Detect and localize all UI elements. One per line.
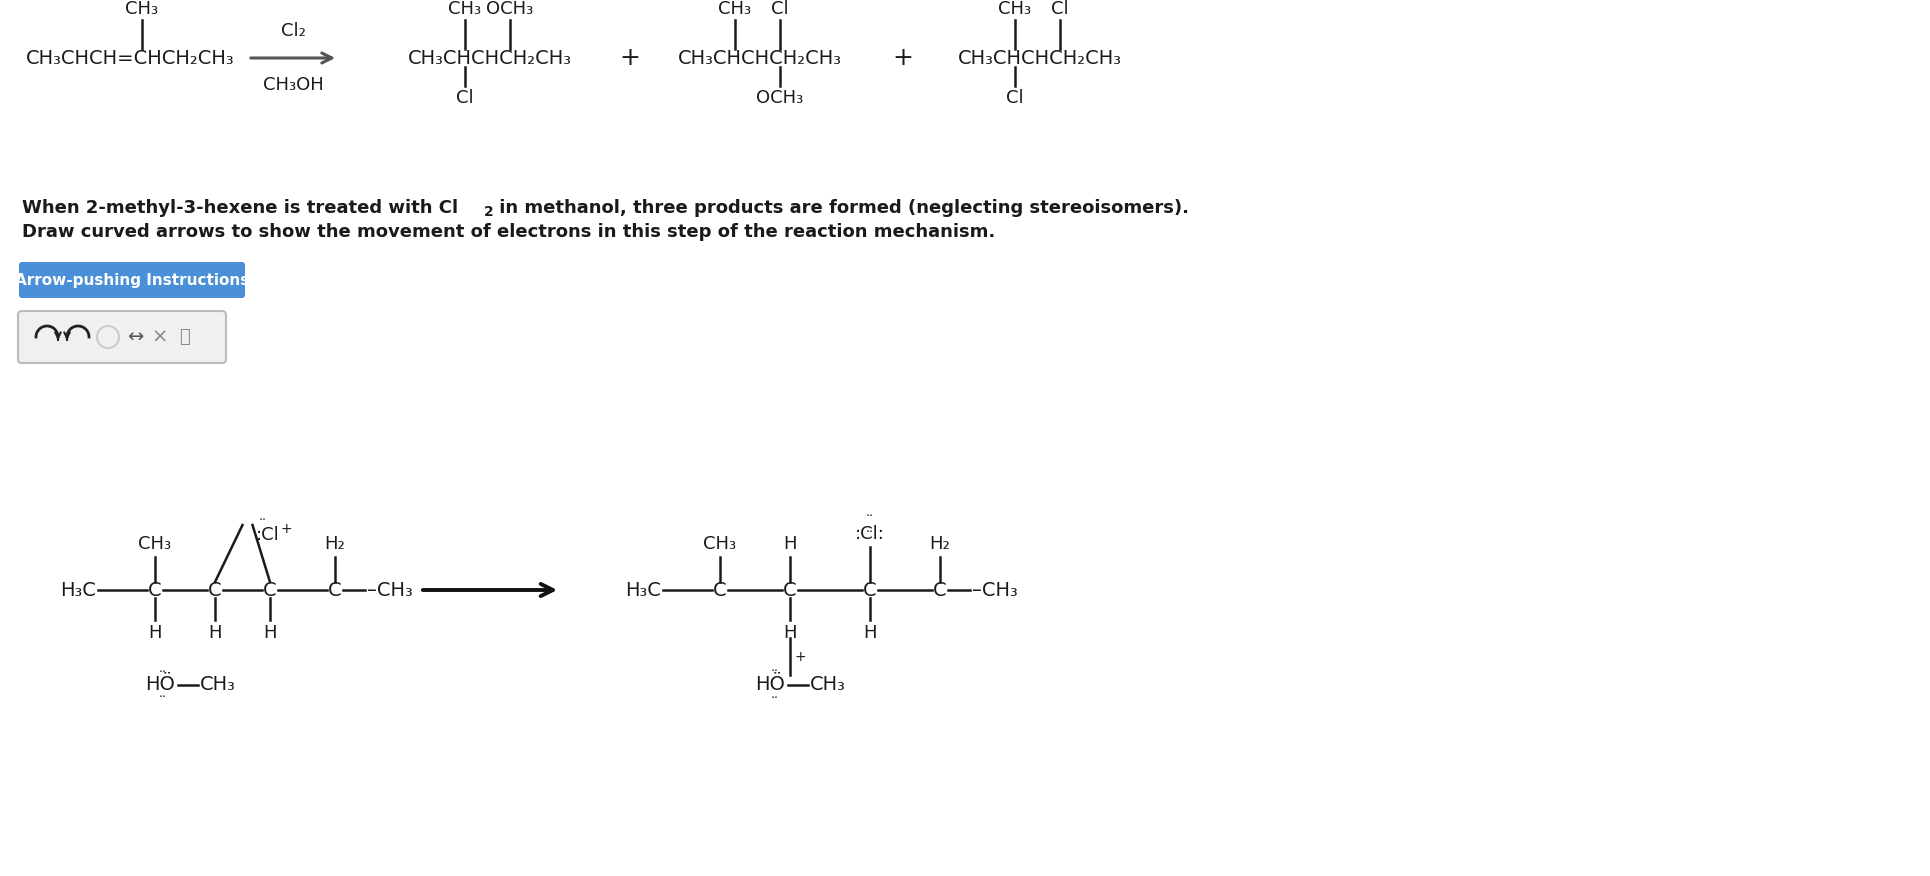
Text: HÖ: HÖ [145,675,176,695]
Text: CH₃: CH₃ [201,675,235,695]
Text: C: C [149,581,162,599]
Text: H₂: H₂ [930,535,950,553]
Text: ⋅⋅: ⋅⋅ [158,666,168,679]
Text: H: H [149,624,162,642]
Text: C: C [328,581,342,599]
Text: When 2-methyl-3-hexene is treated with Cl: When 2-methyl-3-hexene is treated with C… [21,199,457,217]
Text: CH₃CHCHCH₂CH₃: CH₃CHCHCH₂CH₃ [407,48,571,67]
Text: in methanol, three products are formed (neglecting stereoisomers).: in methanol, three products are formed (… [492,199,1189,217]
Text: OCH₃: OCH₃ [757,89,803,107]
Text: Cl: Cl [1006,89,1023,107]
Text: CH₃OH: CH₃OH [262,76,324,94]
Text: CH₃: CH₃ [125,0,158,18]
Text: –CH₃: –CH₃ [973,581,1017,599]
Text: C: C [934,581,948,599]
Text: ⋅⋅: ⋅⋅ [259,514,266,527]
FancyBboxPatch shape [17,311,226,363]
Text: +: + [795,650,807,664]
Text: ⎕: ⎕ [179,328,191,346]
Text: +: + [892,46,913,70]
Text: +: + [280,522,291,536]
Text: ⋅⋅: ⋅⋅ [867,510,874,523]
Text: ↔: ↔ [127,328,143,347]
Text: C: C [863,581,876,599]
Text: ×: × [152,328,168,347]
Text: HÖ: HÖ [755,675,786,695]
Text: Cl: Cl [772,0,789,18]
Text: H: H [262,624,276,642]
Text: C: C [208,581,222,599]
Text: Cl: Cl [455,89,473,107]
Text: ⋅⋅: ⋅⋅ [770,665,780,678]
Text: CH₃CHCHCH₂CH₃: CH₃CHCHCH₂CH₃ [677,48,841,67]
Text: CH₃CHCHCH₂CH₃: CH₃CHCHCH₂CH₃ [957,48,1121,67]
Text: C: C [784,581,797,599]
Text: H: H [208,624,222,642]
Text: –CH₃: –CH₃ [367,581,413,599]
Text: H₃C: H₃C [625,581,660,599]
Text: CH₃CHCH=CHCH₂CH₃: CH₃CHCH=CHCH₂CH₃ [25,48,234,67]
Text: CH₃: CH₃ [139,535,172,553]
Text: H: H [863,624,876,642]
Text: H: H [784,624,797,642]
Text: C: C [262,581,276,599]
Text: CH₃: CH₃ [718,0,751,18]
Text: Draw curved arrows to show the movement of electrons in this step of the reactio: Draw curved arrows to show the movement … [21,223,996,241]
Text: :Cl: :Cl [255,526,280,544]
Text: OCH₃: OCH₃ [486,0,533,18]
Text: ⋅⋅: ⋅⋅ [158,691,168,704]
Text: C: C [714,581,728,599]
Text: CH₃: CH₃ [703,535,737,553]
Text: ⋅⋅: ⋅⋅ [867,526,874,539]
Text: ⋅⋅: ⋅⋅ [770,692,780,705]
Text: Arrow-pushing Instructions: Arrow-pushing Instructions [15,272,249,287]
Text: +: + [620,46,641,70]
Text: H: H [784,535,797,553]
FancyBboxPatch shape [19,262,245,298]
Text: CH₃: CH₃ [811,675,845,695]
Text: Cl: Cl [1052,0,1069,18]
Text: H₂: H₂ [324,535,345,553]
Text: H₃C: H₃C [60,581,96,599]
Text: CH₃: CH₃ [998,0,1031,18]
Text: Cl₂: Cl₂ [280,22,305,40]
Text: :Cl:: :Cl: [855,525,886,543]
Text: CH₃: CH₃ [448,0,482,18]
Text: 2: 2 [484,205,494,219]
